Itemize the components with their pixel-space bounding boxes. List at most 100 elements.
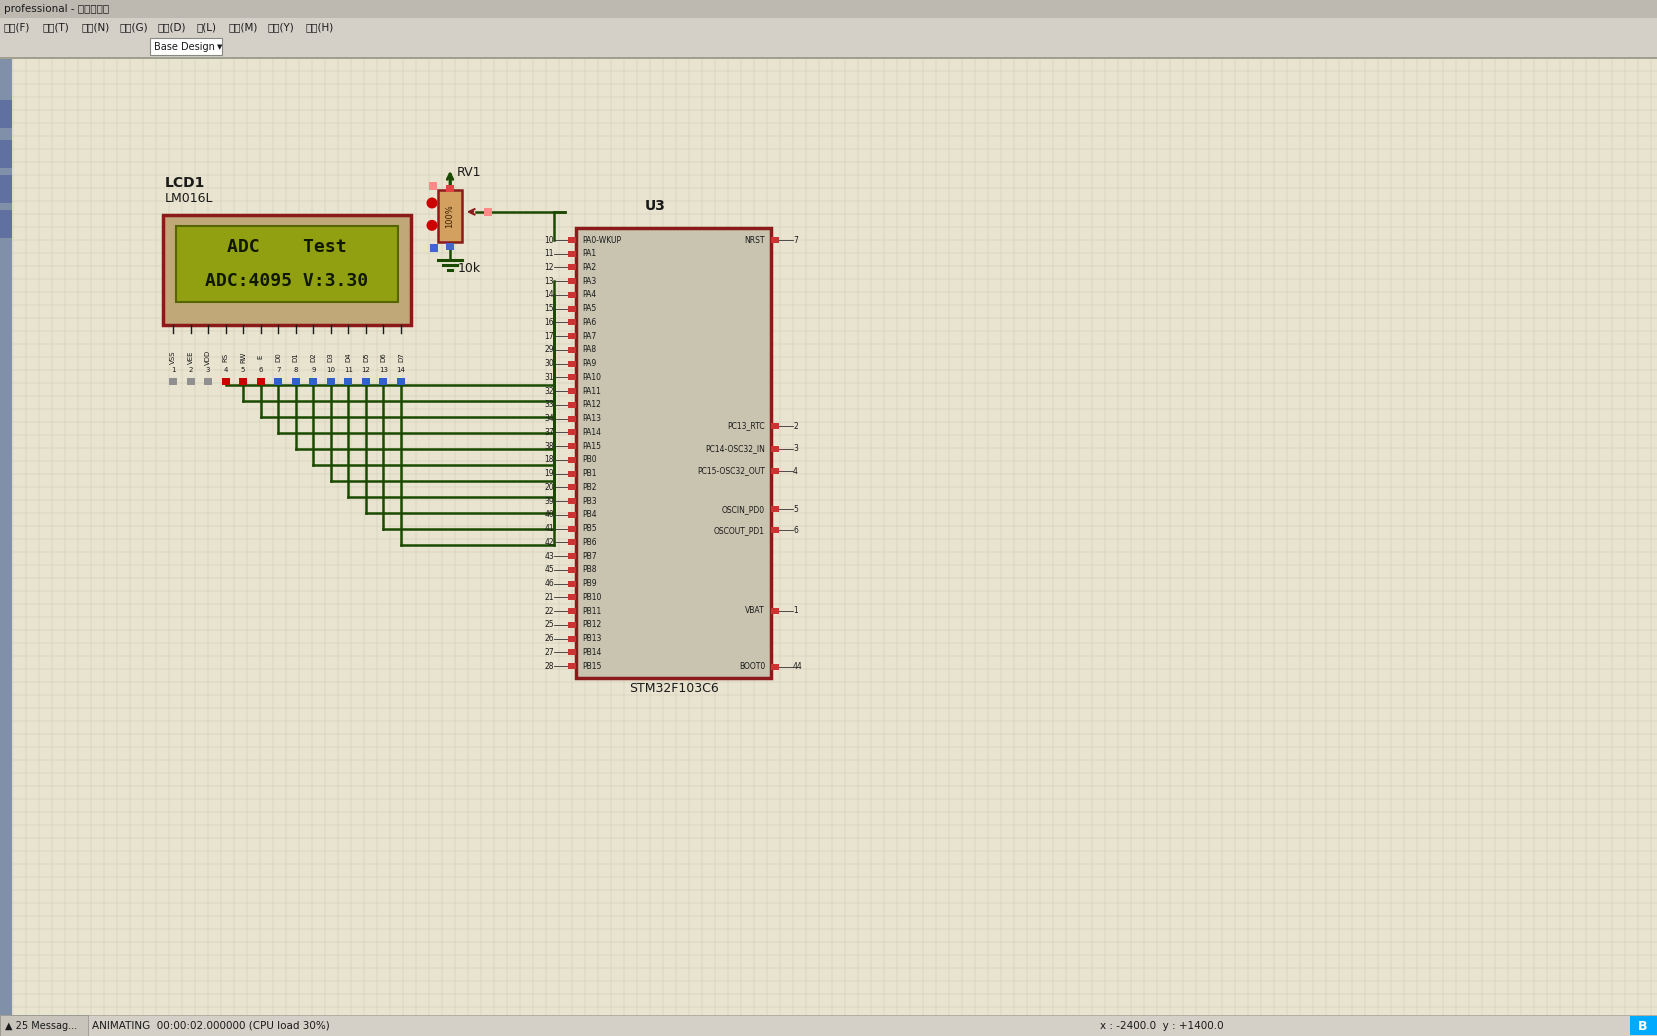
Text: 17: 17 — [545, 332, 553, 341]
Text: RS: RS — [222, 352, 229, 362]
Bar — [162, 215, 411, 325]
Text: Base Design: Base Design — [154, 42, 215, 52]
Text: OSCIN_PD0: OSCIN_PD0 — [722, 505, 766, 514]
Text: ▲ 25 Messag...: ▲ 25 Messag... — [5, 1021, 78, 1031]
Bar — [568, 264, 577, 270]
Text: 44: 44 — [794, 662, 802, 671]
Text: 34: 34 — [543, 414, 553, 423]
Text: 2: 2 — [794, 422, 797, 431]
Bar — [484, 208, 492, 215]
Text: x : -2400.0  y : +1400.0: x : -2400.0 y : +1400.0 — [1100, 1021, 1223, 1031]
Text: PA3: PA3 — [582, 277, 597, 286]
Text: 38: 38 — [545, 441, 553, 451]
Bar — [437, 190, 462, 242]
Text: PA5: PA5 — [582, 305, 597, 313]
Text: 11: 11 — [545, 250, 553, 258]
Text: PA14: PA14 — [582, 428, 601, 437]
Bar — [568, 567, 577, 573]
Text: 33: 33 — [543, 400, 553, 409]
Text: PB7: PB7 — [582, 551, 597, 560]
Text: 18: 18 — [545, 456, 553, 464]
Text: 5: 5 — [240, 367, 245, 373]
Text: 15: 15 — [545, 305, 553, 313]
Text: 1: 1 — [794, 606, 797, 615]
Text: 12: 12 — [545, 263, 553, 272]
Text: 6: 6 — [258, 367, 263, 373]
Text: B: B — [1639, 1019, 1647, 1033]
Text: PA12: PA12 — [582, 400, 601, 409]
Bar — [292, 378, 300, 385]
Bar — [568, 279, 577, 284]
Text: 100%: 100% — [446, 204, 454, 228]
Text: PC15-OSC32_OUT: PC15-OSC32_OUT — [698, 466, 766, 476]
Text: D2: D2 — [310, 352, 316, 362]
Bar — [568, 319, 577, 325]
Bar — [568, 470, 577, 477]
Bar — [446, 243, 454, 250]
Text: 10k: 10k — [457, 262, 481, 275]
Bar — [771, 423, 779, 429]
Bar — [273, 378, 282, 385]
Bar — [257, 378, 265, 385]
Text: 调试(D): 调试(D) — [157, 22, 187, 32]
Text: 6: 6 — [794, 526, 799, 535]
Text: 11: 11 — [345, 367, 353, 373]
Text: 42: 42 — [545, 538, 553, 547]
Text: PB8: PB8 — [582, 566, 597, 574]
Text: 库(L): 库(L) — [197, 22, 217, 32]
Text: 7: 7 — [277, 367, 280, 373]
Text: 1: 1 — [171, 367, 176, 373]
Bar — [771, 468, 779, 474]
Text: 8: 8 — [293, 367, 298, 373]
Text: 工具(T): 工具(T) — [43, 22, 70, 32]
Bar — [771, 507, 779, 512]
Bar — [1630, 1016, 1657, 1035]
Bar — [568, 595, 577, 600]
Bar — [310, 378, 316, 385]
Text: PB9: PB9 — [582, 579, 597, 588]
Bar — [568, 553, 577, 559]
Bar — [345, 378, 353, 385]
Text: 文件(F): 文件(F) — [3, 22, 30, 32]
Text: PB13: PB13 — [582, 634, 601, 643]
Bar — [0, 0, 1657, 18]
Bar — [0, 100, 12, 128]
Text: 4: 4 — [224, 367, 227, 373]
Text: U3: U3 — [645, 199, 664, 213]
Text: 28: 28 — [545, 662, 553, 670]
Text: PB1: PB1 — [582, 469, 597, 478]
Text: D3: D3 — [328, 352, 333, 362]
Text: PB3: PB3 — [582, 496, 597, 506]
Text: 27: 27 — [545, 648, 553, 657]
Bar — [0, 210, 12, 238]
Text: 25: 25 — [545, 621, 553, 629]
Text: D6: D6 — [381, 352, 386, 362]
Text: RV1: RV1 — [457, 166, 482, 179]
Bar — [326, 378, 335, 385]
Bar — [568, 457, 577, 463]
Text: 29: 29 — [545, 345, 553, 354]
Text: OSCOUT_PD1: OSCOUT_PD1 — [714, 526, 766, 535]
Bar — [431, 244, 437, 252]
Bar — [568, 388, 577, 394]
Text: PA13: PA13 — [582, 414, 601, 423]
Bar — [222, 378, 230, 385]
Text: 30: 30 — [543, 359, 553, 368]
Text: 39: 39 — [543, 496, 553, 506]
Text: PB4: PB4 — [582, 511, 597, 519]
Text: PC14-OSC32_IN: PC14-OSC32_IN — [706, 444, 766, 453]
Bar — [0, 18, 1657, 36]
Text: ANIMATING  00:00:02.000000 (CPU load 30%): ANIMATING 00:00:02.000000 (CPU load 30%) — [93, 1021, 330, 1031]
Bar — [361, 378, 370, 385]
Text: VEE: VEE — [187, 350, 194, 364]
Text: 45: 45 — [543, 566, 553, 574]
Text: PB14: PB14 — [582, 648, 601, 657]
Text: 10: 10 — [545, 235, 553, 244]
Bar — [771, 445, 779, 452]
Bar — [176, 226, 398, 303]
Text: PA8: PA8 — [582, 345, 597, 354]
Bar — [429, 182, 437, 190]
Text: 3: 3 — [205, 367, 210, 373]
Text: ▼: ▼ — [217, 44, 222, 50]
Text: 7: 7 — [794, 235, 799, 244]
